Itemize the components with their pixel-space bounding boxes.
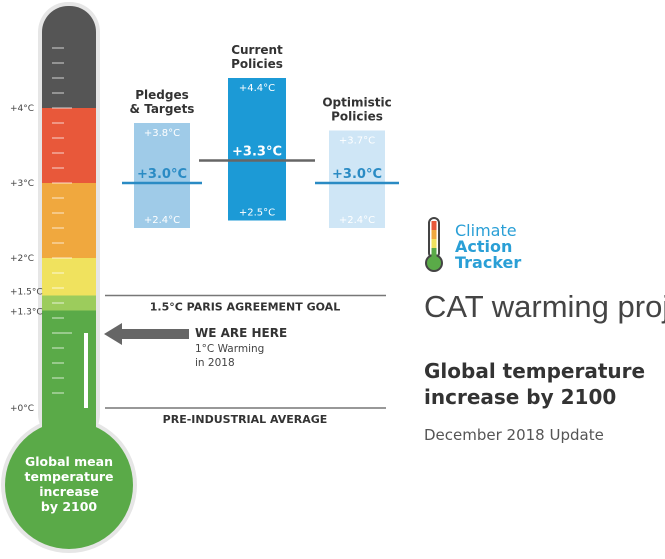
thermometer-band-1 — [42, 295, 96, 311]
y-tick-label: +3°C — [10, 179, 34, 189]
scenario-name: Policies — [331, 110, 383, 124]
scenario-low-label: +2.4°C — [144, 215, 180, 226]
logo-thermometer-bulb — [425, 254, 443, 272]
y-tick-label: +4°C — [10, 104, 34, 114]
logo-thermometer-band — [431, 248, 437, 257]
scenario-bar — [329, 130, 385, 228]
logo-thermometer-band — [431, 230, 437, 239]
logo-thermometer-band — [431, 221, 437, 230]
scenario-mid-label: +3.0°C — [137, 167, 187, 182]
bulb-label-line: by 2100 — [41, 499, 98, 514]
chart-date: December 2018 Update — [424, 426, 604, 444]
scenario-mid-label: +3.0°C — [332, 167, 382, 182]
scenario-high-label: +3.8°C — [144, 128, 180, 139]
logo-text-line: Action — [455, 237, 512, 256]
y-tick-label: +1.5°C — [10, 288, 43, 298]
we-are-here-note: in 2018 — [195, 357, 235, 369]
scenario-name: Optimistic — [322, 96, 391, 110]
thermometer-bulb — [5, 421, 133, 549]
we-are-here-note: 1°C Warming — [195, 343, 264, 355]
scenario-low-label: +2.5°C — [239, 208, 275, 219]
scenario-high-label: +3.7°C — [339, 136, 375, 147]
scenario-mid-label: +3.3°C — [232, 145, 282, 160]
current-level-indicator — [84, 333, 88, 408]
scenario-low-label: +2.4°C — [339, 215, 375, 226]
scenario-bar — [134, 123, 190, 228]
bulb-label-line: Global mean — [25, 454, 113, 469]
thermometer-band-5 — [42, 6, 96, 108]
chart-subtitle-line: Global temperature — [424, 359, 645, 383]
scenario-name: & Targets — [130, 102, 195, 116]
reference-line-label: 1.5°C PARIS AGREEMENT GOAL — [150, 301, 340, 314]
bulb-label-line: increase — [39, 484, 99, 499]
we-are-here-arrow-head — [104, 323, 122, 345]
scenario-bar — [228, 78, 286, 221]
scenario-high-label: +4.4°C — [239, 83, 275, 94]
y-tick-label: +1.3°C — [10, 308, 43, 318]
bulb-label-line: temperature — [24, 469, 113, 484]
we-are-here-label: WE ARE HERE — [195, 326, 287, 340]
scenario-name: Pledges — [135, 88, 189, 102]
thermometer-band-4 — [42, 108, 96, 183]
scenario-name: Policies — [231, 57, 283, 71]
thermometer-band-2 — [42, 258, 96, 296]
y-tick-label: +0°C — [10, 404, 34, 414]
logo-thermometer-band — [431, 239, 437, 248]
logo-text-line: Tracker — [455, 253, 521, 272]
chart-subtitle-line: increase by 2100 — [424, 385, 616, 409]
chart-title: CAT warming projections — [424, 289, 665, 324]
logo-text-line: Climate — [455, 221, 517, 240]
we-are-here-arrow-shaft — [121, 329, 189, 339]
thermometer-band-3 — [42, 183, 96, 258]
scenario-name: Current — [231, 43, 283, 57]
y-tick-label: +2°C — [10, 254, 34, 264]
reference-line-label: PRE-INDUSTRIAL AVERAGE — [163, 413, 328, 426]
